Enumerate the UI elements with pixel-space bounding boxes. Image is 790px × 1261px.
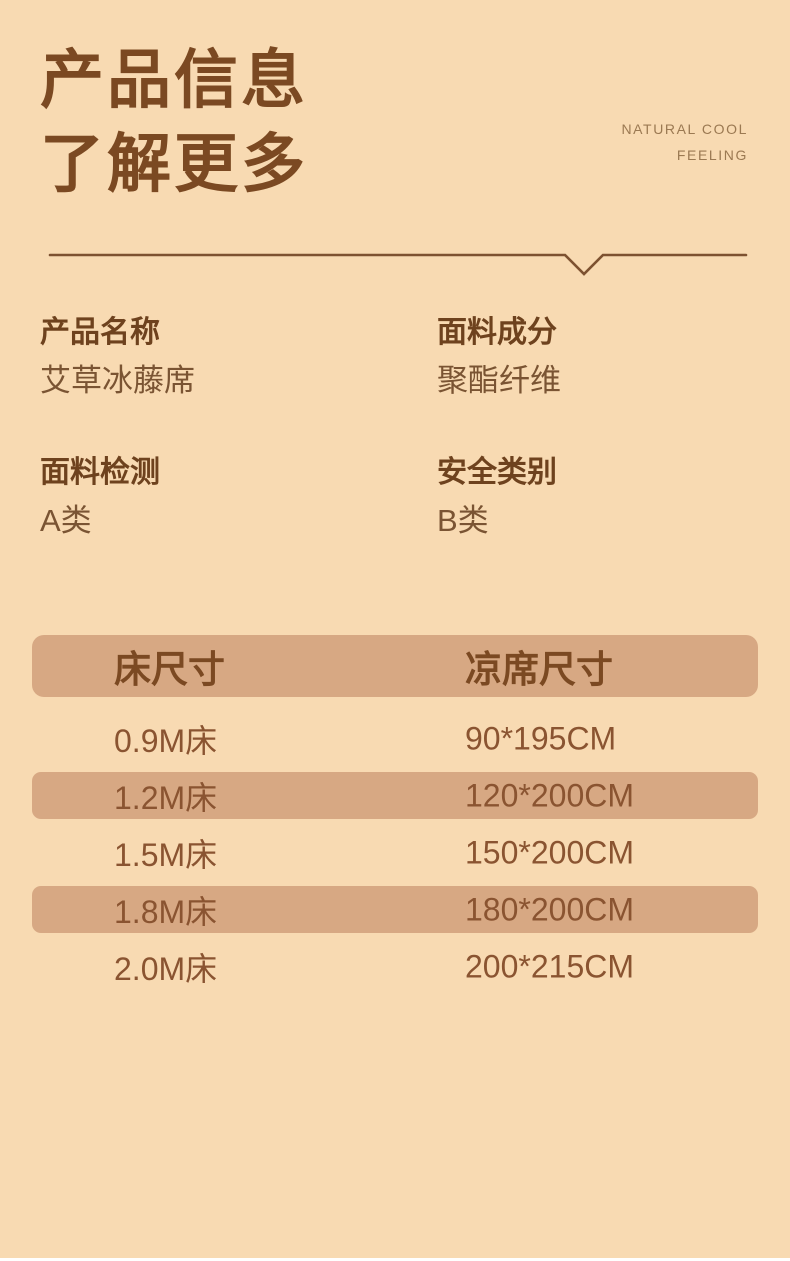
info-value: A类	[40, 503, 92, 538]
size-table-header: 床尺寸 凉席尺寸	[32, 635, 758, 697]
tagline-line-1: NATURAL COOL	[621, 121, 748, 137]
divider-notch-line	[48, 253, 748, 276]
page-title-line-1: 产品信息	[40, 44, 308, 116]
info-label: 产品名称	[40, 316, 160, 349]
table-row: 1.5M床 150*200CM	[32, 824, 758, 881]
info-label: 面料成分	[437, 316, 557, 349]
size-table-body: 0.9M床 90*195CM 1.2M床 120*200CM 1.5M床 150…	[32, 710, 758, 995]
mat-size-cell: 90*195CM	[465, 720, 617, 756]
row-stripe	[32, 772, 758, 819]
info-item-fabric-composition: 面料成分 聚酯纤维	[437, 312, 790, 402]
info-value: B类	[437, 503, 489, 538]
tagline: NATURAL COOL FEELING	[621, 116, 748, 168]
bed-size-cell: 0.9M床	[114, 722, 218, 759]
column-header-mat-size: 凉席尺寸	[465, 649, 613, 690]
row-stripe	[32, 886, 758, 933]
bed-size-cell: 1.5M床	[114, 836, 218, 873]
table-row: 1.2M床 120*200CM	[32, 767, 758, 824]
info-label: 安全类别	[437, 456, 557, 489]
table-row: 1.8M床 180*200CM	[32, 881, 758, 938]
page-title: 产品信息 了解更多	[40, 38, 308, 206]
info-value: 艾草冰藤席	[40, 363, 195, 398]
info-label: 面料检测	[40, 456, 160, 489]
info-value: 聚酯纤维	[437, 363, 561, 398]
mat-size-cell: 200*215CM	[465, 948, 634, 984]
table-row: 2.0M床 200*215CM	[32, 938, 758, 995]
info-item-product-name: 产品名称 艾草冰藤席	[40, 312, 410, 402]
bed-size-cell: 2.0M床	[114, 950, 218, 987]
mat-size-cell: 180*200CM	[465, 891, 634, 927]
mat-size-cell: 120*200CM	[465, 777, 634, 813]
page-title-line-2: 了解更多	[40, 128, 308, 200]
bottom-divider	[0, 1258, 790, 1261]
bed-size-cell: 1.8M床	[114, 893, 218, 930]
table-row: 0.9M床 90*195CM	[32, 710, 758, 767]
mat-size-cell: 150*200CM	[465, 834, 634, 870]
info-item-fabric-test: 面料检测 A类	[40, 452, 410, 542]
info-item-safety-category: 安全类别 B类	[437, 452, 790, 542]
bed-size-cell: 1.2M床	[114, 779, 218, 816]
size-table: 床尺寸 凉席尺寸 0.9M床 90*195CM 1.2M床 120*200CM …	[32, 635, 758, 995]
column-header-bed-size: 床尺寸	[114, 649, 225, 690]
tagline-line-2: FEELING	[676, 147, 748, 163]
